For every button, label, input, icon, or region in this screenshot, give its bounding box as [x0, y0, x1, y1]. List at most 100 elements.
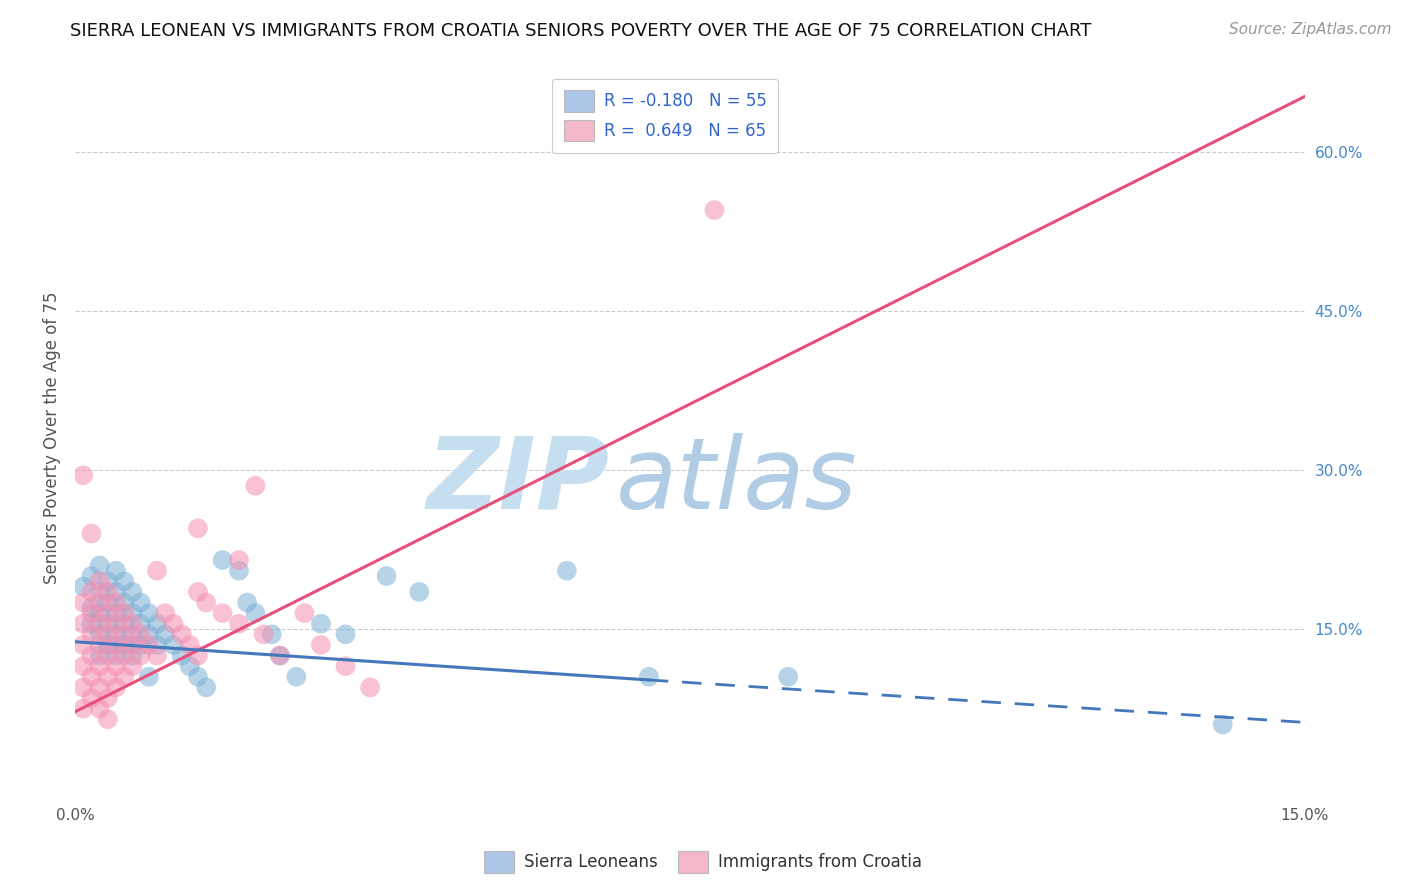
Point [89, 606, 111, 620]
Point [80, 600, 103, 615]
Point [89, 659, 111, 673]
Point [112, 595, 135, 609]
Point [228, 564, 250, 578]
Point [260, 627, 283, 641]
Point [112, 670, 135, 684]
Point [97, 585, 120, 599]
Point [105, 648, 128, 663]
Point [146, 648, 169, 663]
Point [97, 606, 120, 620]
Point [187, 521, 209, 535]
Point [112, 606, 135, 620]
Point [105, 638, 128, 652]
Point [112, 638, 135, 652]
Point [359, 681, 381, 695]
Point [309, 638, 332, 652]
Point [97, 690, 120, 705]
Point [112, 616, 135, 631]
Point [778, 670, 800, 684]
Point [129, 595, 152, 609]
Point [121, 606, 143, 620]
Point [80, 616, 103, 631]
Point [170, 627, 193, 641]
Point [269, 648, 291, 663]
Point [97, 574, 120, 589]
Point [89, 558, 111, 573]
Point [80, 627, 103, 641]
Point [129, 616, 152, 631]
Point [72, 638, 94, 652]
Point [89, 595, 111, 609]
Point [309, 616, 332, 631]
Point [89, 648, 111, 663]
Point [294, 606, 316, 620]
Point [80, 670, 103, 684]
Point [97, 648, 120, 663]
Point [335, 627, 357, 641]
Point [129, 648, 152, 663]
Point [105, 659, 128, 673]
Point [335, 659, 357, 673]
Point [153, 606, 176, 620]
Point [703, 202, 725, 217]
Point [121, 585, 143, 599]
Point [105, 606, 128, 620]
Point [138, 638, 160, 652]
Point [89, 574, 111, 589]
Point [89, 616, 111, 631]
Point [112, 574, 135, 589]
Point [245, 479, 267, 493]
Text: ZIP: ZIP [427, 433, 610, 530]
Point [112, 648, 135, 663]
Point [97, 712, 120, 726]
Point [89, 701, 111, 715]
Point [112, 627, 135, 641]
Point [285, 670, 308, 684]
Point [211, 553, 233, 567]
Point [236, 595, 259, 609]
Point [637, 670, 659, 684]
Point [72, 681, 94, 695]
Point [195, 595, 218, 609]
Point [72, 616, 94, 631]
Point [72, 701, 94, 715]
Point [195, 681, 218, 695]
Text: atlas: atlas [616, 433, 858, 530]
Point [105, 564, 128, 578]
Point [80, 526, 103, 541]
Text: Source: ZipAtlas.com: Source: ZipAtlas.com [1229, 22, 1392, 37]
Point [89, 681, 111, 695]
Point [72, 595, 94, 609]
Point [187, 670, 209, 684]
Point [72, 468, 94, 483]
Point [408, 585, 430, 599]
Point [97, 670, 120, 684]
Point [138, 670, 160, 684]
Point [162, 616, 184, 631]
Point [80, 690, 103, 705]
Point [129, 638, 152, 652]
Point [105, 616, 128, 631]
Point [269, 648, 291, 663]
Legend: R = -0.180   N = 55, R =  0.649   N = 65: R = -0.180 N = 55, R = 0.649 N = 65 [553, 78, 779, 153]
Point [138, 606, 160, 620]
Point [72, 580, 94, 594]
Point [105, 595, 128, 609]
Point [80, 606, 103, 620]
Point [129, 627, 152, 641]
Point [80, 585, 103, 599]
Point [72, 659, 94, 673]
Point [80, 569, 103, 583]
Point [105, 627, 128, 641]
Point [121, 627, 143, 641]
Point [97, 595, 120, 609]
Point [153, 627, 176, 641]
Point [228, 553, 250, 567]
Point [97, 627, 120, 641]
Y-axis label: Seniors Poverty Over the Age of 75: Seniors Poverty Over the Age of 75 [44, 292, 60, 584]
Point [146, 638, 169, 652]
Point [97, 638, 120, 652]
Point [80, 648, 103, 663]
Point [375, 569, 398, 583]
Point [89, 627, 111, 641]
